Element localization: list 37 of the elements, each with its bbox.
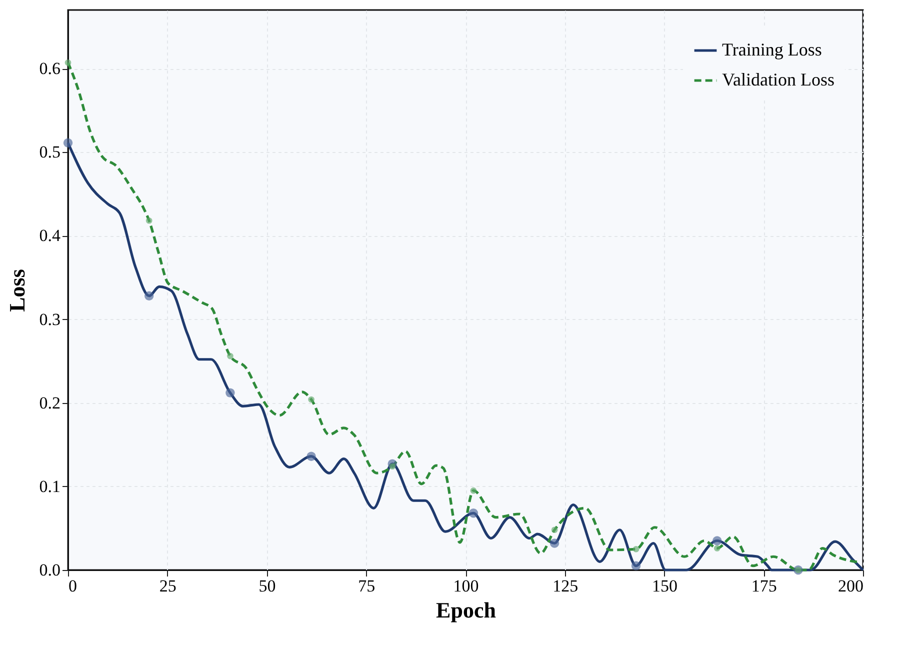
y-tick-label: 0.2 (39, 393, 60, 412)
point (468, 508, 478, 518)
x-tick-label: 125 (552, 576, 578, 596)
point (63, 138, 73, 148)
point (308, 396, 314, 403)
legend-label: Training Loss (722, 40, 822, 60)
y-axis-title: Loss (4, 268, 30, 312)
x-tick-label: 0 (68, 576, 77, 596)
legend-label: Validation Loss (722, 70, 834, 90)
point (306, 452, 316, 461)
y-tick-label: 0.3 (39, 310, 60, 329)
y-tick-label: 0.0 (39, 560, 60, 580)
point (64, 60, 72, 66)
point (631, 561, 641, 570)
x-tick-label: 100 (453, 576, 479, 596)
point (714, 545, 720, 552)
y-tick-label: 0.5 (39, 142, 60, 162)
point (226, 388, 235, 398)
x-tick-label: 25 (159, 576, 176, 596)
point (551, 526, 558, 534)
point (146, 217, 152, 224)
x-tick-label: 200 (838, 576, 864, 596)
x-tick-label: 175 (751, 576, 777, 596)
x-tick-label: 50 (258, 576, 276, 596)
point (144, 291, 154, 300)
point (712, 536, 722, 546)
point (227, 352, 234, 360)
y-tick-label: 0.4 (39, 226, 61, 246)
x-tick-label: 150 (652, 576, 678, 596)
x-axis-title: Epoch (436, 598, 496, 622)
point (550, 538, 560, 548)
y-tick-label: 0.6 (39, 59, 60, 78)
point (632, 546, 640, 552)
point (470, 487, 477, 494)
point (389, 463, 396, 470)
x-tick-label: 75 (358, 576, 376, 596)
y-tick-label: 0.1 (39, 476, 60, 496)
